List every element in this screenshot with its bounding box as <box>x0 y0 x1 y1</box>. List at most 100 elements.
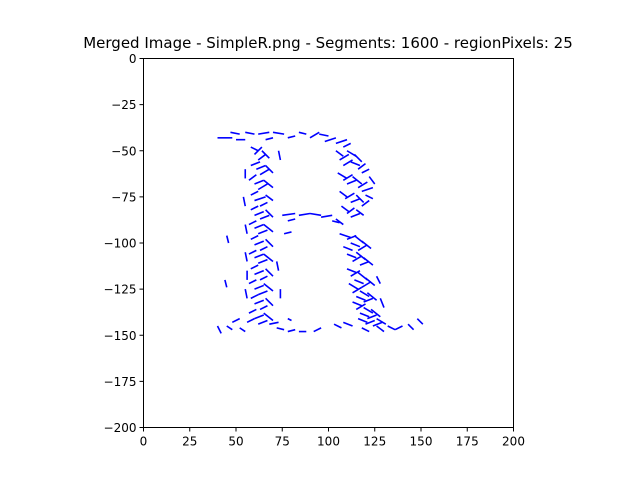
line-segment <box>352 255 363 263</box>
line-segment <box>355 209 365 216</box>
line-segment <box>277 150 282 161</box>
line-segment <box>355 295 366 301</box>
line-segment <box>350 242 361 248</box>
line-segment <box>368 176 376 185</box>
line-segment <box>339 153 350 161</box>
line-segment <box>248 220 257 226</box>
line-segment <box>350 197 361 204</box>
line-segment <box>353 153 363 163</box>
line-segment <box>257 183 268 191</box>
line-segment <box>246 317 255 324</box>
line-segment <box>344 192 355 200</box>
line-segment <box>365 277 376 287</box>
line-segment <box>376 317 387 325</box>
line-segment <box>263 312 274 322</box>
line-segment <box>352 301 363 307</box>
line-segment <box>254 299 265 305</box>
line-segment <box>265 209 274 218</box>
line-segment <box>250 146 259 152</box>
line-segment <box>355 303 366 311</box>
line-segment <box>346 207 355 215</box>
line-segment <box>375 275 382 284</box>
line-segment <box>363 306 374 314</box>
line-segment <box>324 137 337 143</box>
line-segment <box>355 194 365 203</box>
line-segment <box>352 286 363 294</box>
line-segment <box>259 201 268 207</box>
line-segment <box>333 323 342 329</box>
line-segment <box>250 161 261 167</box>
line-segment <box>263 223 274 233</box>
line-segment <box>361 186 374 193</box>
line-segment <box>269 321 279 325</box>
line-segment <box>287 328 296 333</box>
line-segment <box>366 292 378 301</box>
line-segment <box>372 321 383 327</box>
y-tick-label: −125 <box>104 283 137 297</box>
line-segment <box>335 138 348 145</box>
line-segment <box>394 325 403 331</box>
line-segment <box>365 319 376 325</box>
line-segment <box>257 153 267 161</box>
y-tick-label: −50 <box>111 144 136 158</box>
line-segment <box>283 231 292 235</box>
x-tick-label: 25 <box>182 435 197 449</box>
line-segment <box>359 312 370 318</box>
line-segment <box>250 264 259 270</box>
line-segment <box>361 281 372 288</box>
line-segment <box>309 131 320 139</box>
x-tick-label: 50 <box>228 435 243 449</box>
line-segment <box>250 205 259 211</box>
chart-title: Merged Image - SimpleR.png - Segments: 1… <box>83 34 573 52</box>
line-segment <box>248 279 257 285</box>
line-segment <box>254 284 265 290</box>
line-segment <box>263 253 274 263</box>
line-segment <box>254 179 265 185</box>
line-segment <box>407 323 415 331</box>
line-segment <box>259 168 270 176</box>
plot-area-frame <box>143 58 514 428</box>
line-segment <box>348 282 359 290</box>
line-segment <box>244 252 248 262</box>
line-segment <box>231 317 241 324</box>
y-tick-label: −200 <box>104 421 137 435</box>
line-segment <box>335 218 344 226</box>
line-segment <box>287 317 292 322</box>
line-segment <box>254 314 265 320</box>
line-segment <box>265 194 274 202</box>
line-segment <box>365 194 374 200</box>
line-segment <box>387 325 396 331</box>
x-tick-label: 100 <box>317 435 340 449</box>
x-tick-label: 75 <box>275 435 290 449</box>
line-segment <box>370 308 381 318</box>
line-segment <box>250 190 259 196</box>
line-segment <box>337 172 348 180</box>
line-segment <box>320 214 333 218</box>
y-tick-label: −175 <box>104 375 137 389</box>
line-segment <box>263 282 274 292</box>
line-segment <box>244 288 248 299</box>
line-segment <box>254 240 265 246</box>
line-segment <box>248 308 257 314</box>
line-segment <box>254 253 265 259</box>
line-segment <box>254 269 265 276</box>
line-segment <box>244 224 248 234</box>
line-segment <box>342 174 353 181</box>
line-segment <box>361 240 372 250</box>
line-segment <box>287 135 296 139</box>
line-segment <box>339 190 348 198</box>
line-segment <box>357 317 368 324</box>
line-segment <box>225 235 230 244</box>
line-segment <box>250 293 259 300</box>
line-segment <box>224 279 228 288</box>
line-segment <box>259 275 268 281</box>
x-axis: 0 25 50 75 100 125 150 175 200 <box>140 427 525 449</box>
line-segment <box>350 269 361 277</box>
line-segment <box>339 233 351 239</box>
line-segment <box>350 212 361 218</box>
line-segment <box>343 245 353 252</box>
line-segment <box>357 181 368 189</box>
y-tick-label: 0 <box>129 52 137 66</box>
y-axis: 0 −25 −50 −75 −100 −125 −150 −175 −200 <box>104 52 144 435</box>
